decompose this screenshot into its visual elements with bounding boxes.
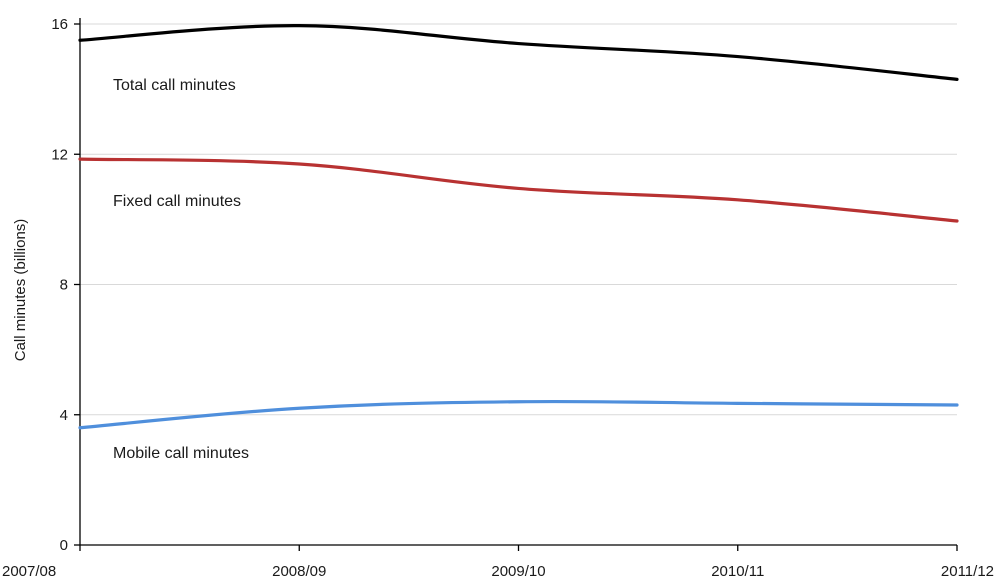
x-tick-label: 2011/12: [941, 563, 994, 580]
series-label-mobile: Mobile call minutes: [113, 445, 249, 462]
series-line-mobile: [78, 399, 959, 430]
series-labels: Total call minutes Fixed call minutes Mo…: [113, 77, 249, 462]
y-tick-label: 0: [60, 537, 68, 554]
y-axis-title: Call minutes (billions): [12, 219, 29, 362]
axis-ticks: 0 4 8 12 16 2007/08 2008/09 2009/10 2010/11 2011/…: [2, 16, 994, 580]
axes: [79, 18, 957, 546]
series-line-fixed: [78, 157, 959, 223]
y-tick-label: 8: [60, 277, 68, 294]
series-line-total: [78, 24, 959, 81]
y-tick-label: 4: [60, 407, 68, 424]
x-tick-label: 2007/08: [2, 563, 56, 580]
y-tick-label: 16: [51, 16, 68, 33]
x-tick-label: 2010/11: [711, 563, 764, 580]
y-tick-label: 12: [51, 146, 68, 163]
series-label-total: Total call minutes: [113, 77, 236, 94]
x-tick-label: 2009/10: [491, 563, 545, 580]
x-tick-label: 2008/09: [272, 563, 326, 580]
gridlines: [80, 23, 957, 416]
series-label-fixed: Fixed call minutes: [113, 193, 241, 210]
series-lines: [78, 24, 959, 430]
